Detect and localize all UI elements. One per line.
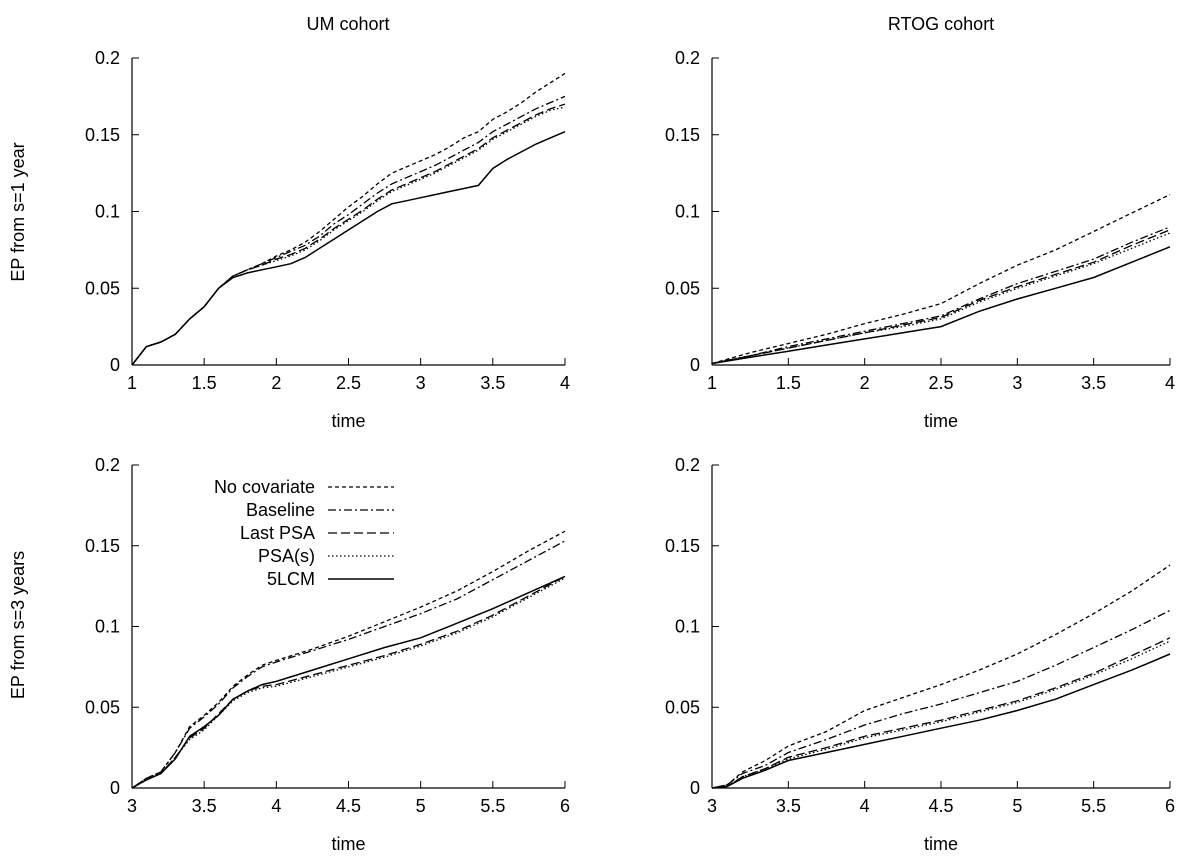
x-tick-label: 5.5 bbox=[1081, 796, 1106, 816]
legend-label: PSA(s) bbox=[258, 546, 315, 566]
y-tick-label: 0.1 bbox=[675, 202, 700, 222]
y-tick-label: 0.1 bbox=[675, 617, 700, 637]
x-tick-label: 4 bbox=[560, 373, 570, 393]
y-tick-label: 0 bbox=[690, 778, 700, 798]
x-axis-label: time bbox=[331, 834, 365, 854]
row-label-s3: EP from s=3 years bbox=[8, 551, 28, 699]
x-tick-label: 3.5 bbox=[480, 373, 505, 393]
series-line-5lcm bbox=[711, 653, 1171, 789]
y-tick-label: 0.05 bbox=[85, 697, 120, 717]
series-line-baseline bbox=[131, 95, 566, 366]
y-tick-label: 0.05 bbox=[665, 278, 700, 298]
series-line-last-psa bbox=[131, 103, 566, 366]
x-tick-label: 4 bbox=[860, 796, 870, 816]
x-tick-label: 6 bbox=[1165, 796, 1175, 816]
series-line-baseline bbox=[711, 226, 1171, 365]
y-tick-label: 0.1 bbox=[95, 202, 120, 222]
series-line-baseline bbox=[131, 540, 566, 789]
legend-label: Baseline bbox=[246, 500, 315, 520]
y-tick-label: 0 bbox=[110, 778, 120, 798]
y-tick-label: 0.2 bbox=[95, 48, 120, 68]
x-tick-label: 3 bbox=[1012, 373, 1022, 393]
x-tick-label: 2.5 bbox=[928, 373, 953, 393]
x-axis-label: time bbox=[924, 834, 958, 854]
x-tick-label: 5.5 bbox=[480, 796, 505, 816]
y-tick-label: 0.05 bbox=[665, 697, 700, 717]
y-tick-label: 0.15 bbox=[85, 125, 120, 145]
series-line-psa-s bbox=[711, 640, 1171, 789]
series-line-psa-s bbox=[711, 232, 1171, 365]
series-line-no-covariate bbox=[131, 530, 566, 789]
x-tick-label: 4 bbox=[1165, 373, 1175, 393]
y-tick-label: 0.2 bbox=[675, 48, 700, 68]
series-line-no-covariate bbox=[711, 194, 1171, 365]
column-title-rtog: RTOG cohort bbox=[888, 14, 994, 34]
series-line-psa-s bbox=[131, 106, 566, 366]
y-tick-label: 0 bbox=[690, 355, 700, 375]
x-tick-label: 1 bbox=[707, 373, 717, 393]
series-line-5lcm bbox=[131, 575, 566, 789]
x-tick-label: 1.5 bbox=[192, 373, 217, 393]
chart-panel-3: 3 3.5 4 4.5 5 5.5 6 0 0.05 0.1 0.15 0.2 time No covar… bbox=[85, 455, 570, 854]
y-tick-label: 0.15 bbox=[85, 536, 120, 556]
series-line-psa-s bbox=[131, 577, 566, 789]
x-tick-label: 3 bbox=[416, 373, 426, 393]
x-axis-label: time bbox=[331, 411, 365, 431]
y-tick-label: 0.15 bbox=[665, 536, 700, 556]
series-line-last-psa bbox=[711, 637, 1171, 789]
x-tick-label: 4.5 bbox=[928, 796, 953, 816]
x-tick-label: 3.5 bbox=[1081, 373, 1106, 393]
legend-label: No covariate bbox=[214, 477, 315, 497]
x-tick-label: 3.5 bbox=[776, 796, 801, 816]
chart-panel-4: 3 3.5 4 4.5 5 5.5 6 0 0.05 0.1 0.15 0.2 time bbox=[665, 455, 1175, 854]
series-line-no-covariate bbox=[711, 564, 1171, 789]
y-tick-label: 0 bbox=[110, 355, 120, 375]
x-tick-label: 1 bbox=[127, 373, 137, 393]
x-tick-label: 5 bbox=[416, 796, 426, 816]
series-line-5lcm bbox=[711, 246, 1171, 365]
column-title-um: UM cohort bbox=[306, 14, 389, 34]
y-tick-label: 0.2 bbox=[675, 455, 700, 475]
row-label-s1: EP from s=1 year bbox=[8, 142, 28, 281]
x-tick-label: 2 bbox=[271, 373, 281, 393]
series-line-last-psa bbox=[131, 575, 566, 789]
legend-label: Last PSA bbox=[240, 523, 315, 543]
series-line-5lcm bbox=[131, 131, 566, 366]
x-tick-label: 2 bbox=[860, 373, 870, 393]
x-tick-label: 5 bbox=[1012, 796, 1022, 816]
x-axis-label: time bbox=[924, 411, 958, 431]
y-tick-label: 0.05 bbox=[85, 278, 120, 298]
x-tick-label: 3.5 bbox=[192, 796, 217, 816]
x-tick-label: 1.5 bbox=[776, 373, 801, 393]
x-tick-label: 3 bbox=[127, 796, 137, 816]
chart-panel-1: 1 1.5 2 2.5 3 3.5 4 0 0.05 0.1 0.15 0.2 time bbox=[85, 48, 570, 431]
y-tick-label: 0.15 bbox=[665, 125, 700, 145]
legend-label: 5LCM bbox=[267, 569, 315, 589]
x-tick-label: 6 bbox=[560, 796, 570, 816]
chart-panel-2: 1 1.5 2 2.5 3 3.5 4 0 0.05 0.1 0.15 0.2 time bbox=[665, 48, 1175, 431]
x-tick-label: 4 bbox=[271, 796, 281, 816]
x-tick-label: 2.5 bbox=[336, 373, 361, 393]
series-line-last-psa bbox=[711, 229, 1171, 365]
x-tick-label: 4.5 bbox=[336, 796, 361, 816]
legend: No covariate Baseline Last PSA PSA(s) 5LCM bbox=[214, 477, 394, 589]
series-line-baseline bbox=[711, 609, 1171, 789]
y-tick-label: 0.2 bbox=[95, 455, 120, 475]
x-tick-label: 3 bbox=[707, 796, 717, 816]
y-tick-label: 0.1 bbox=[95, 617, 120, 637]
